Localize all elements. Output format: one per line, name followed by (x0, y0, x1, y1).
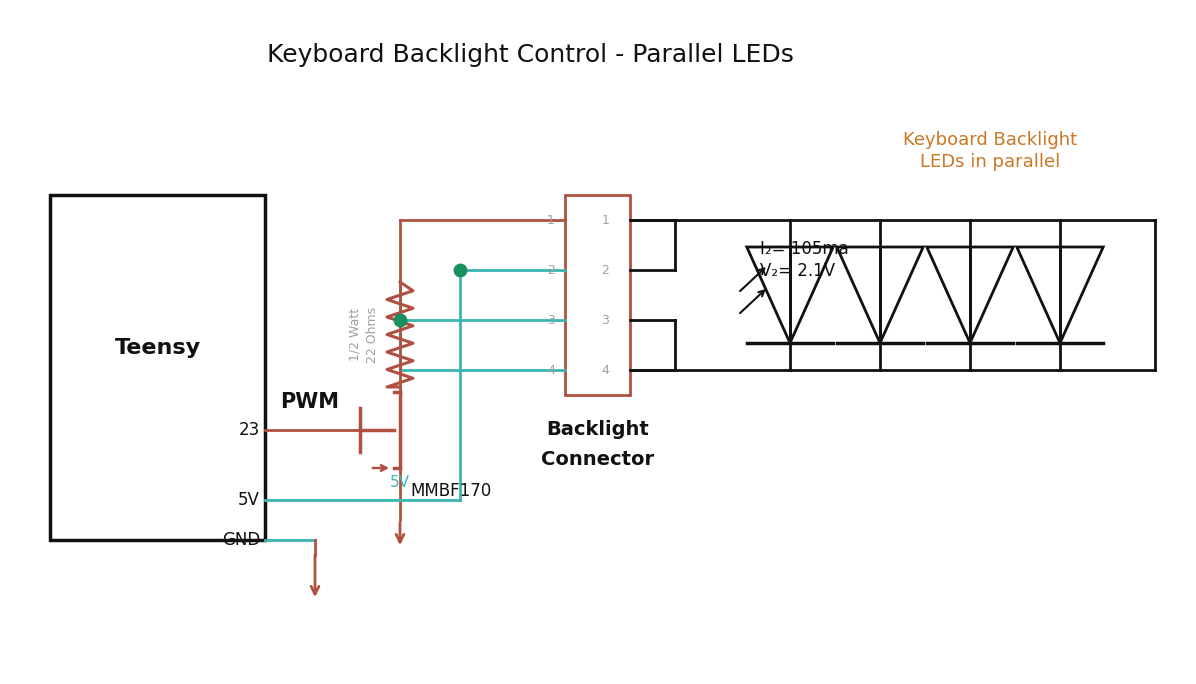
Text: 5V: 5V (238, 491, 260, 509)
Bar (565, 195, 630, 395)
Text: 1: 1 (547, 213, 555, 226)
Text: MMBF170: MMBF170 (410, 482, 492, 500)
Text: 2: 2 (547, 263, 555, 276)
Text: LEDs in parallel: LEDs in parallel (920, 153, 1060, 171)
Text: 5V: 5V (390, 475, 410, 490)
Text: 1/2 Watt: 1/2 Watt (348, 308, 361, 361)
Text: 3: 3 (547, 313, 555, 326)
Text: V₂= 2.1V: V₂= 2.1V (759, 262, 835, 280)
Text: 3: 3 (602, 313, 609, 326)
Text: 4: 4 (547, 363, 555, 376)
Text: Teensy: Teensy (115, 337, 201, 358)
Text: 22 Ohms: 22 Ohms (366, 306, 378, 363)
Text: 4: 4 (602, 363, 609, 376)
Text: 1: 1 (602, 213, 609, 226)
Text: Keyboard Backlight Control - Parallel LEDs: Keyboard Backlight Control - Parallel LE… (267, 43, 793, 67)
Bar (50, 195, 266, 540)
Text: Backlight: Backlight (547, 420, 649, 439)
Text: 23: 23 (239, 421, 260, 439)
Text: Keyboard Backlight: Keyboard Backlight (903, 131, 1078, 149)
Text: PWM: PWM (280, 392, 338, 412)
Text: GND: GND (221, 531, 260, 549)
Text: Connector: Connector (541, 450, 654, 469)
Text: 2: 2 (602, 263, 609, 276)
Text: I₂= 105ma: I₂= 105ma (759, 240, 849, 258)
